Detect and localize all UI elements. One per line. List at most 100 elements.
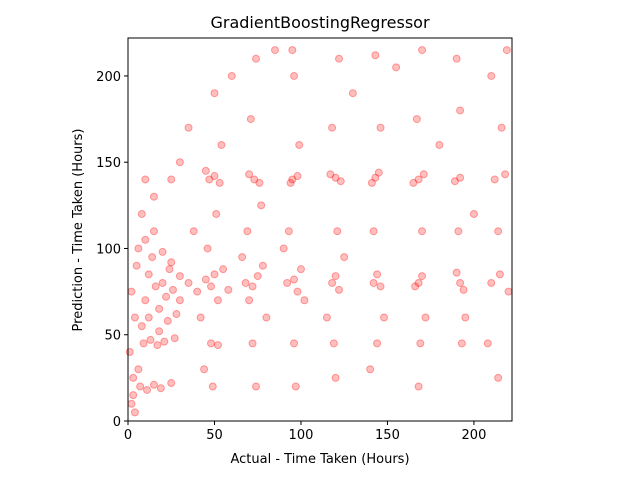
point	[141, 296, 150, 305]
point	[248, 339, 257, 348]
point	[252, 382, 260, 391]
point	[376, 123, 385, 132]
point	[293, 287, 302, 296]
point	[141, 175, 150, 184]
point	[411, 282, 420, 291]
point	[366, 365, 375, 374]
point	[348, 89, 357, 98]
point	[456, 173, 465, 182]
point	[290, 339, 299, 348]
point	[409, 178, 418, 187]
point	[151, 282, 160, 291]
point	[201, 166, 210, 175]
point	[205, 175, 214, 184]
point	[137, 209, 146, 218]
point	[331, 373, 340, 382]
point	[215, 178, 224, 187]
point	[283, 278, 292, 287]
point	[279, 244, 288, 253]
point	[290, 71, 299, 80]
point	[149, 192, 158, 201]
point	[245, 170, 254, 179]
point	[459, 285, 468, 294]
point	[250, 175, 259, 184]
x-tick-label: 100	[289, 428, 314, 443]
point	[196, 313, 205, 322]
point	[227, 71, 236, 80]
point	[494, 373, 503, 382]
point	[210, 89, 219, 98]
chart-title: GradientBoostingRegressor	[210, 13, 429, 32]
point	[212, 209, 221, 218]
point	[257, 201, 266, 210]
point	[262, 313, 271, 322]
point	[243, 227, 252, 236]
point	[286, 178, 295, 187]
point	[156, 384, 165, 393]
point	[155, 304, 164, 313]
point	[418, 46, 427, 55]
point	[184, 278, 193, 287]
point	[416, 339, 425, 348]
point	[248, 282, 257, 291]
point	[162, 292, 171, 301]
axes-frame	[127, 37, 513, 422]
point	[412, 115, 421, 124]
y-tick-label: 0	[113, 415, 121, 430]
point	[141, 235, 150, 244]
point	[163, 316, 172, 325]
point	[373, 339, 382, 348]
point	[414, 278, 423, 287]
point	[483, 339, 492, 348]
point	[201, 275, 210, 284]
point	[245, 296, 254, 305]
point	[210, 270, 219, 279]
point	[172, 310, 181, 319]
point	[469, 209, 478, 218]
point	[125, 347, 134, 356]
point	[326, 170, 335, 179]
point	[328, 278, 337, 287]
point	[497, 123, 506, 132]
point	[203, 244, 212, 253]
point	[418, 227, 427, 236]
point	[487, 71, 496, 80]
point	[146, 335, 155, 344]
y-tick-label: 100	[96, 242, 121, 257]
point	[340, 253, 349, 262]
point	[144, 270, 153, 279]
point	[158, 278, 167, 287]
point	[435, 140, 444, 149]
point	[414, 382, 423, 391]
point	[371, 173, 380, 182]
point	[450, 177, 459, 186]
point	[419, 170, 428, 179]
point	[200, 365, 209, 374]
point	[132, 261, 141, 270]
point	[494, 227, 503, 236]
point	[149, 227, 158, 236]
point	[210, 172, 219, 181]
point	[255, 178, 264, 187]
point	[219, 265, 228, 274]
point	[175, 158, 184, 167]
point	[193, 287, 202, 296]
point	[452, 268, 461, 277]
point	[502, 46, 511, 55]
point	[134, 244, 143, 253]
point	[246, 115, 255, 124]
point	[456, 106, 465, 115]
points	[125, 46, 513, 417]
point	[457, 339, 466, 348]
point	[148, 253, 157, 262]
point	[454, 227, 463, 236]
point	[208, 382, 217, 391]
point	[367, 178, 376, 187]
y-tick-label: 50	[104, 329, 121, 344]
point	[288, 46, 297, 55]
point	[213, 296, 222, 305]
point	[165, 265, 174, 274]
point	[288, 175, 297, 184]
point	[290, 275, 299, 284]
point	[414, 175, 423, 184]
